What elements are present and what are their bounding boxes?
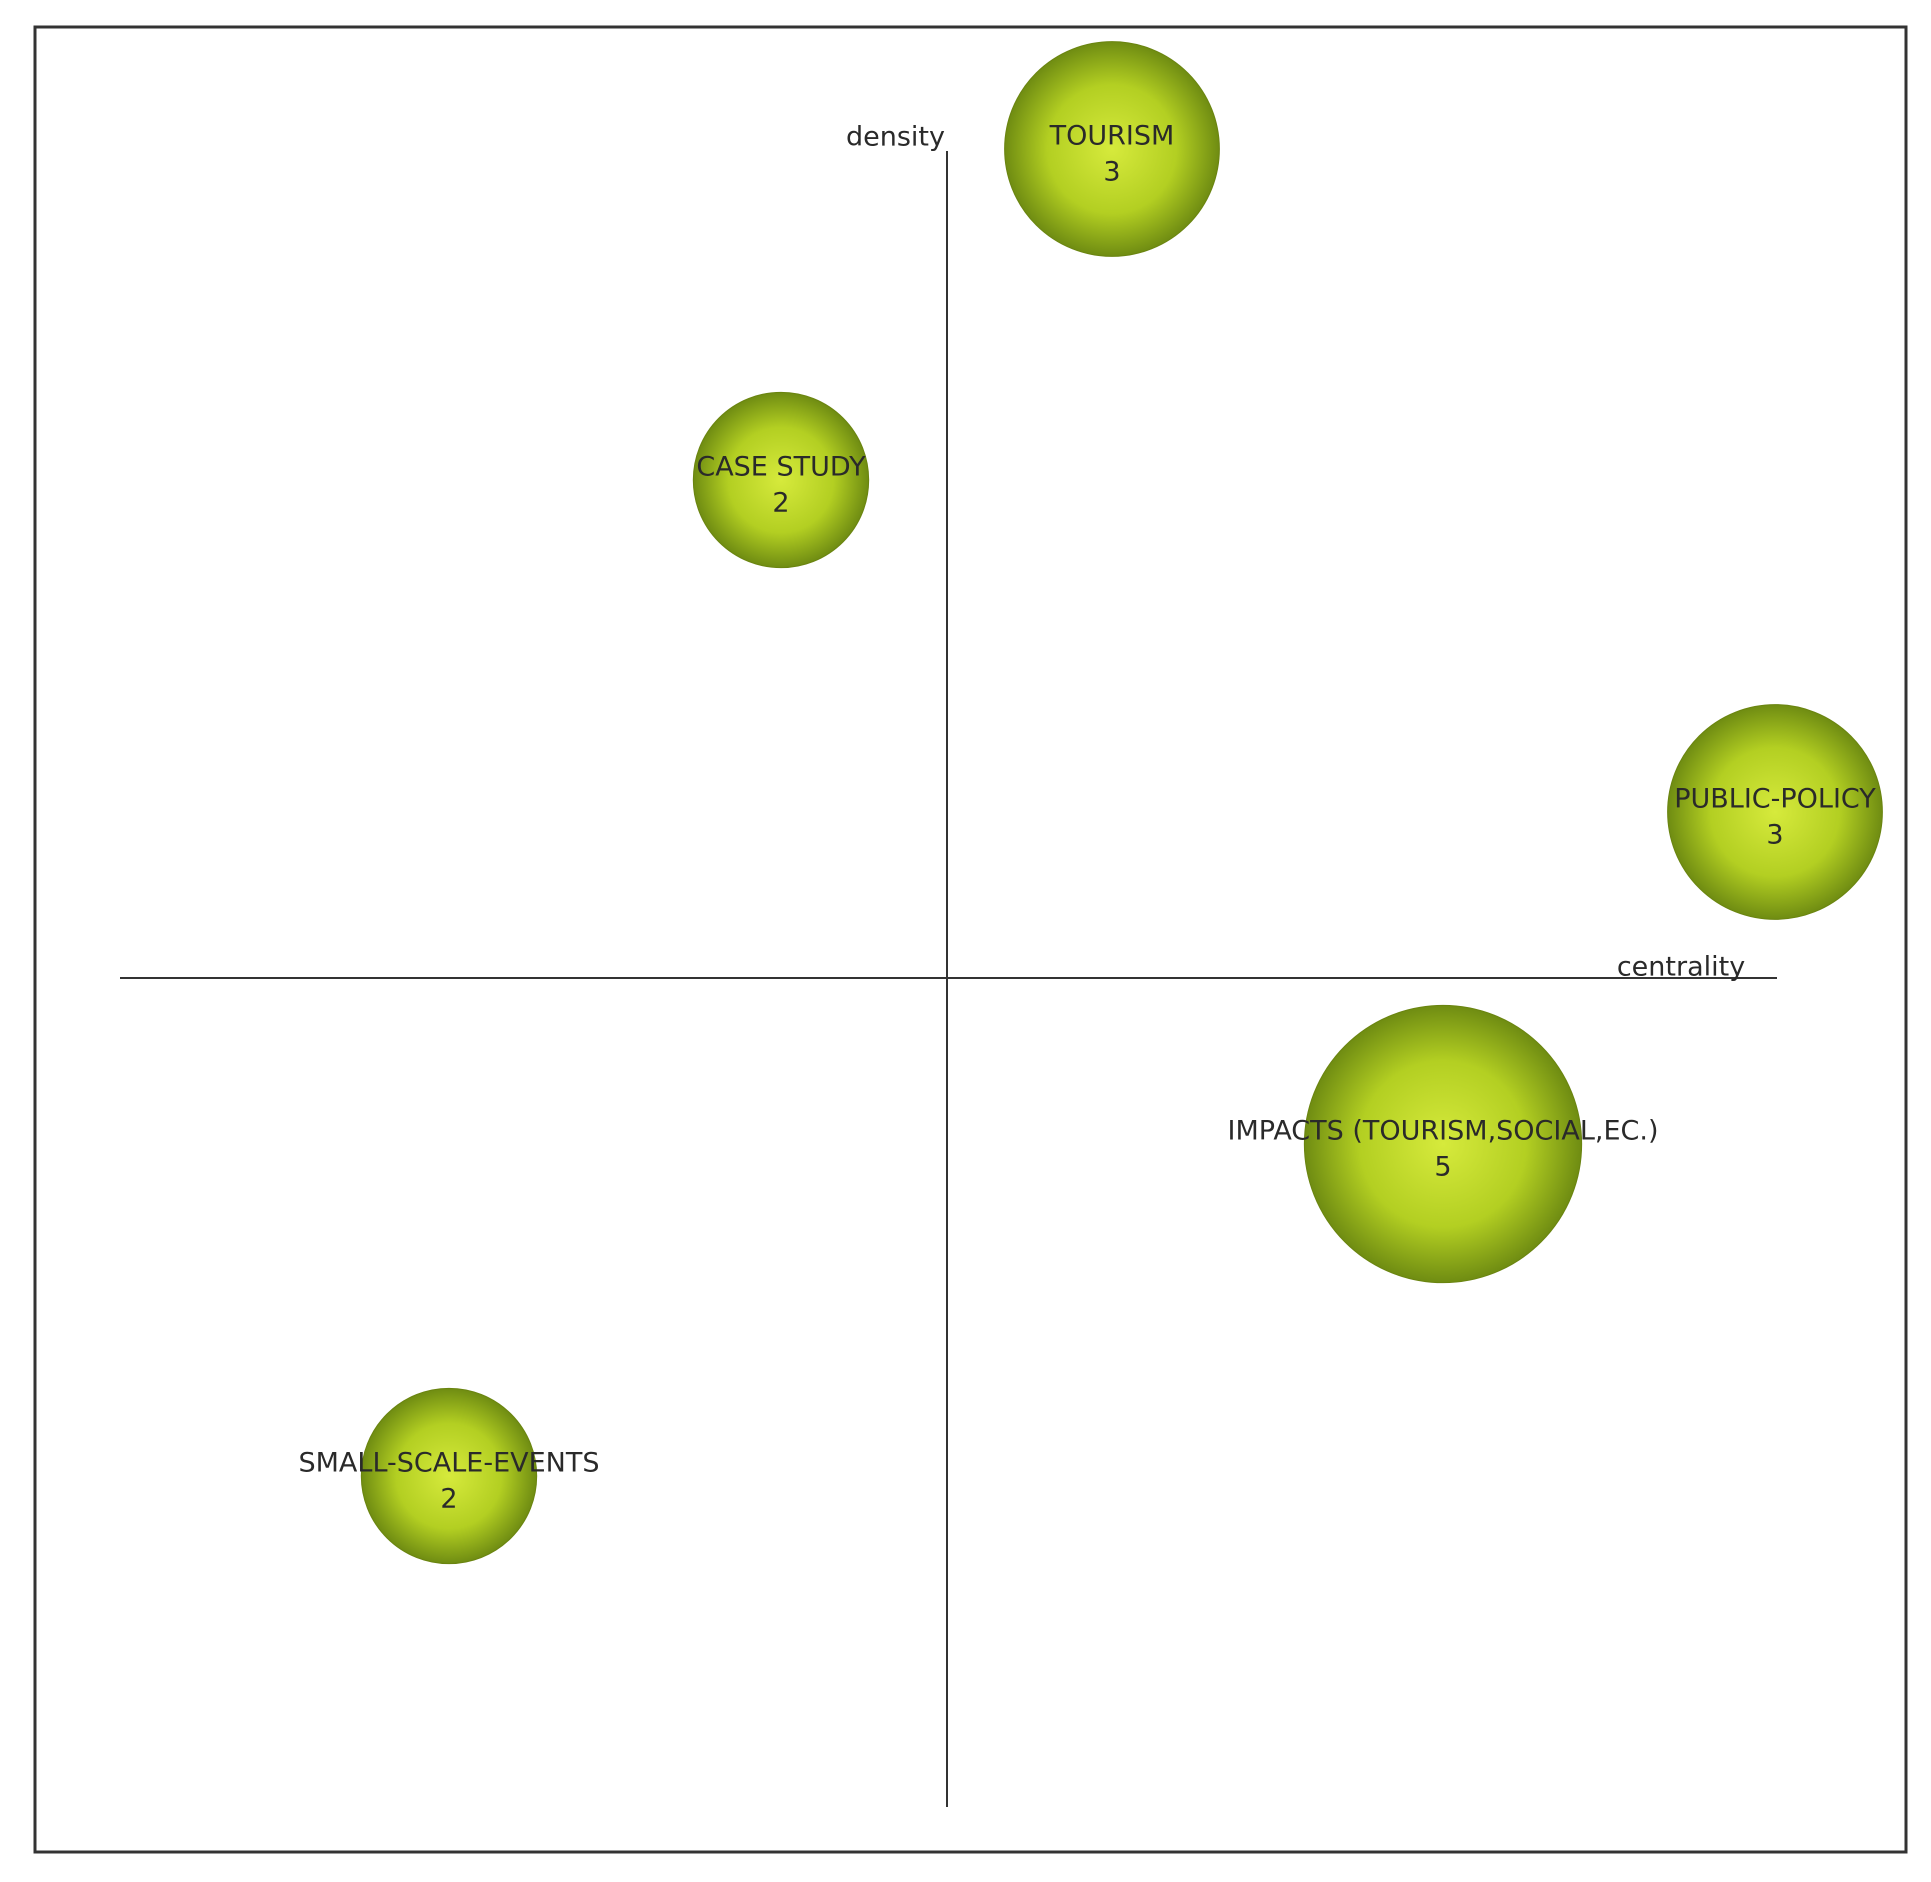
y-axis-label: density — [846, 122, 945, 153]
theme-label: CASE STUDY — [696, 452, 866, 483]
theme-bubble — [360, 1387, 538, 1565]
theme-label: TOURISM — [1049, 121, 1175, 152]
theme-bubble — [692, 391, 870, 569]
theme-count: 2 — [772, 488, 789, 519]
theme-label: SMALL-SCALE-EVENTS — [299, 1448, 600, 1479]
theme-count: 2 — [440, 1484, 457, 1515]
theme-bubble — [1667, 704, 1883, 920]
theme-label: PUBLIC-POLICY — [1674, 784, 1876, 815]
theme-count: 3 — [1103, 157, 1120, 188]
theme-count: 5 — [1434, 1152, 1451, 1183]
theme-bubble — [1004, 41, 1220, 257]
theme-count: 3 — [1766, 820, 1783, 851]
frame — [33, 25, 1908, 1854]
x-axis-label: centrality — [1617, 952, 1745, 983]
theme-label: IMPACTS (TOURISM,SOCIAL,EC.) — [1228, 1116, 1659, 1147]
theme-bubble — [1303, 1004, 1583, 1284]
